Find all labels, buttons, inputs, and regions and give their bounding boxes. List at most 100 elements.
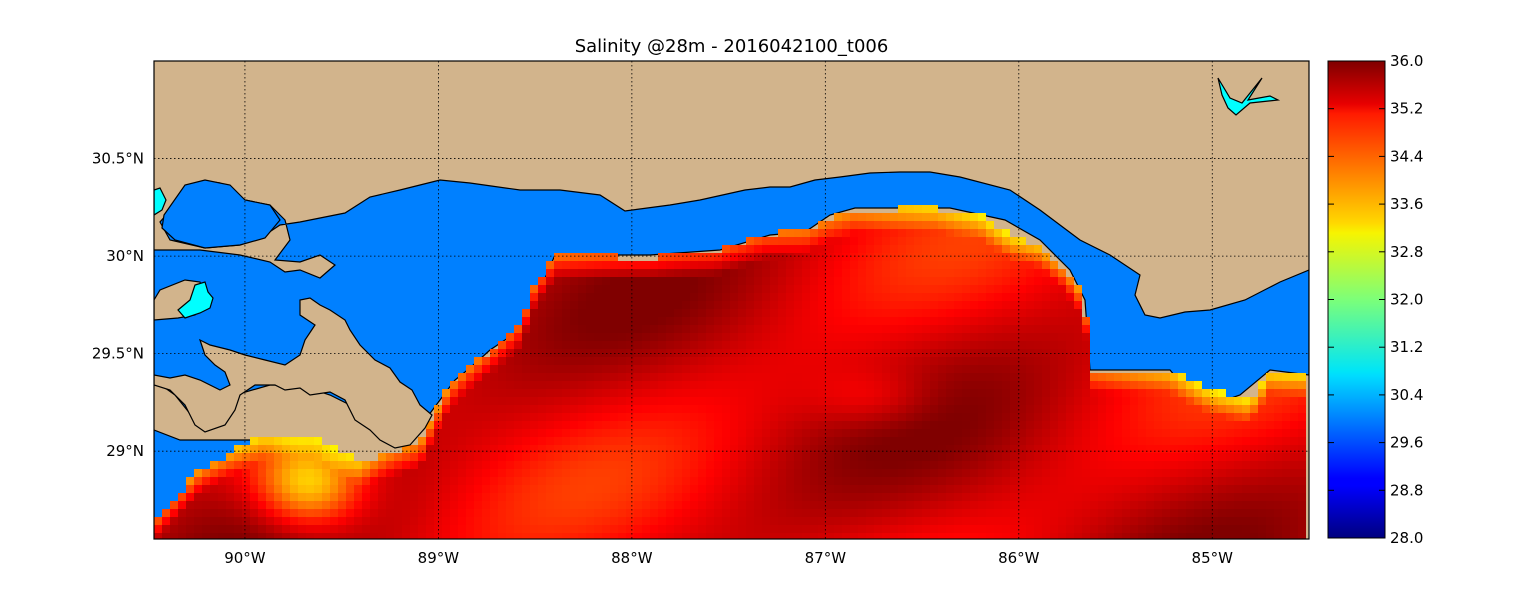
salinity-cell bbox=[1202, 397, 1210, 405]
salinity-cell bbox=[602, 421, 610, 429]
salinity-cell bbox=[834, 365, 842, 373]
salinity-cell bbox=[754, 301, 762, 309]
salinity-cell bbox=[634, 365, 642, 373]
salinity-cell bbox=[1002, 245, 1010, 253]
salinity-cell bbox=[554, 293, 562, 301]
salinity-cell bbox=[1130, 405, 1138, 413]
salinity-cell bbox=[1186, 437, 1194, 445]
salinity-cell bbox=[690, 293, 698, 301]
salinity-cell bbox=[1002, 293, 1010, 301]
salinity-cell bbox=[298, 437, 306, 445]
salinity-cell bbox=[690, 325, 698, 333]
salinity-cell bbox=[346, 493, 354, 501]
salinity-cell bbox=[722, 293, 730, 301]
salinity-cell bbox=[1042, 357, 1050, 365]
salinity-cell bbox=[522, 365, 530, 373]
salinity-cell bbox=[1010, 341, 1018, 349]
salinity-cell bbox=[202, 501, 210, 509]
salinity-cell bbox=[434, 533, 442, 539]
salinity-cell bbox=[914, 533, 922, 539]
salinity-cell bbox=[850, 261, 858, 269]
salinity-cell bbox=[1042, 277, 1050, 285]
salinity-cell bbox=[530, 445, 538, 453]
salinity-cell bbox=[722, 477, 730, 485]
salinity-cell bbox=[538, 309, 546, 317]
salinity-cell bbox=[1258, 429, 1266, 437]
salinity-cell bbox=[450, 469, 458, 477]
salinity-cell bbox=[426, 453, 434, 461]
salinity-cell bbox=[1226, 397, 1234, 405]
salinity-cell bbox=[874, 237, 882, 245]
salinity-cell bbox=[610, 373, 618, 381]
salinity-cell bbox=[610, 469, 618, 477]
salinity-cell bbox=[1098, 397, 1106, 405]
salinity-cell bbox=[658, 509, 666, 517]
salinity-cell bbox=[682, 501, 690, 509]
salinity-cell bbox=[506, 357, 514, 365]
colorbar-gradient bbox=[1327, 60, 1386, 539]
salinity-cell bbox=[466, 525, 474, 533]
salinity-cell bbox=[1106, 485, 1114, 493]
salinity-cell bbox=[1114, 517, 1122, 525]
salinity-cell bbox=[1018, 485, 1026, 493]
salinity-cell bbox=[642, 341, 650, 349]
salinity-cell bbox=[1234, 405, 1242, 413]
salinity-cell bbox=[642, 389, 650, 397]
salinity-cell bbox=[738, 253, 746, 261]
salinity-cell bbox=[346, 485, 354, 493]
salinity-cell bbox=[930, 325, 938, 333]
salinity-cell bbox=[1298, 493, 1306, 501]
salinity-cell bbox=[258, 453, 266, 461]
mississippi-delta-land bbox=[154, 297, 433, 449]
salinity-cell bbox=[770, 325, 778, 333]
salinity-cell bbox=[714, 477, 722, 485]
salinity-cell bbox=[666, 381, 674, 389]
salinity-cell bbox=[1154, 405, 1162, 413]
salinity-cell bbox=[698, 349, 706, 357]
salinity-cell bbox=[754, 245, 762, 253]
salinity-cell bbox=[482, 421, 490, 429]
salinity-cell bbox=[1002, 437, 1010, 445]
salinity-cell bbox=[530, 413, 538, 421]
salinity-cell bbox=[874, 477, 882, 485]
salinity-cell bbox=[666, 437, 674, 445]
salinity-cell bbox=[818, 221, 826, 229]
salinity-cell bbox=[906, 253, 914, 261]
salinity-cell bbox=[1122, 469, 1130, 477]
salinity-cell bbox=[826, 381, 834, 389]
salinity-cell bbox=[898, 469, 906, 477]
salinity-cell bbox=[530, 485, 538, 493]
salinity-cell bbox=[930, 461, 938, 469]
salinity-cell bbox=[282, 501, 290, 509]
salinity-cell bbox=[930, 269, 938, 277]
salinity-cell bbox=[794, 397, 802, 405]
salinity-cell bbox=[666, 405, 674, 413]
salinity-cell bbox=[818, 525, 826, 533]
salinity-cell bbox=[786, 341, 794, 349]
salinity-cell bbox=[266, 469, 274, 477]
salinity-cell bbox=[714, 437, 722, 445]
salinity-cell bbox=[546, 373, 554, 381]
salinity-cell bbox=[658, 293, 666, 301]
salinity-cell bbox=[634, 413, 642, 421]
salinity-cell bbox=[458, 405, 466, 413]
salinity-cell bbox=[442, 525, 450, 533]
salinity-cell bbox=[1026, 517, 1034, 525]
salinity-cell bbox=[154, 533, 162, 539]
salinity-cell bbox=[1178, 525, 1186, 533]
salinity-cell bbox=[1178, 413, 1186, 421]
salinity-cell bbox=[474, 493, 482, 501]
salinity-cell bbox=[898, 261, 906, 269]
salinity-cell bbox=[890, 365, 898, 373]
salinity-cell bbox=[594, 405, 602, 413]
salinity-cell bbox=[946, 485, 954, 493]
salinity-cell bbox=[1082, 413, 1090, 421]
salinity-cell bbox=[1050, 357, 1058, 365]
salinity-cell bbox=[482, 461, 490, 469]
salinity-cell bbox=[794, 293, 802, 301]
salinity-cell bbox=[1178, 485, 1186, 493]
salinity-cell bbox=[946, 333, 954, 341]
salinity-cell bbox=[658, 365, 666, 373]
salinity-cell bbox=[978, 509, 986, 517]
salinity-cell bbox=[1010, 517, 1018, 525]
